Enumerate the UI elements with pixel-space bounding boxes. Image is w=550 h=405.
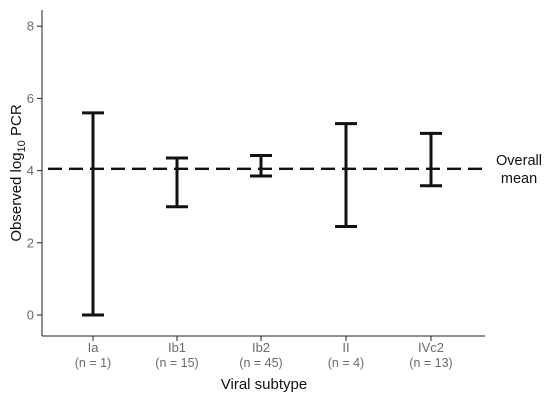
y-axis-title: Observed log10 PCR (8, 104, 28, 241)
x-tick-label: Ib2 (252, 340, 270, 355)
x-tick-label: Ib1 (168, 340, 186, 355)
x-tick-sublabel: (n = 45) (239, 356, 282, 370)
y-tick-label: 2 (27, 235, 34, 250)
y-axis-ticks: 0 2 4 6 8 (27, 19, 42, 323)
error-bar-ivc2 (420, 131, 442, 188)
x-tick-sublabel: (n = 4) (328, 356, 364, 370)
error-bar-ib2 (250, 153, 272, 178)
y-tick-label: 6 (27, 91, 34, 106)
error-bar-ii (335, 122, 357, 229)
y-tick-label: 4 (27, 163, 34, 178)
x-axis: Ia(n = 1) Ib1(n = 15) Ib2(n = 45) II(n = 4)… (42, 335, 485, 370)
x-tick-sublabel: (n = 15) (155, 356, 198, 370)
y-axis-title-suffix: PCR (8, 104, 25, 140)
x-tick-sublabel: (n = 1) (75, 356, 111, 370)
y-tick-label: 8 (27, 19, 34, 34)
y-tick-label: 0 (27, 308, 34, 323)
overall-mean-label-line1: Overall (496, 153, 542, 169)
error-bar-ib1 (166, 156, 188, 209)
overall-mean-label-line2: mean (501, 171, 537, 187)
y-axis: 0 2 4 6 8 (27, 10, 43, 336)
error-bars (82, 111, 442, 317)
x-axis-title: Viral subtype (221, 376, 307, 393)
x-tick-label: II (342, 340, 349, 355)
x-axis-ticks: Ia(n = 1) Ib1(n = 15) Ib2(n = 45) II(n = 4)… (75, 336, 453, 370)
x-tick-label: Ia (88, 340, 100, 355)
y-axis-title-subscript: 10 (16, 140, 28, 152)
x-tick-sublabel: (n = 13) (409, 356, 452, 370)
error-bar-ia (82, 111, 104, 317)
y-axis-title-main: Observed log (8, 152, 25, 241)
x-tick-label: IVc2 (418, 340, 444, 355)
